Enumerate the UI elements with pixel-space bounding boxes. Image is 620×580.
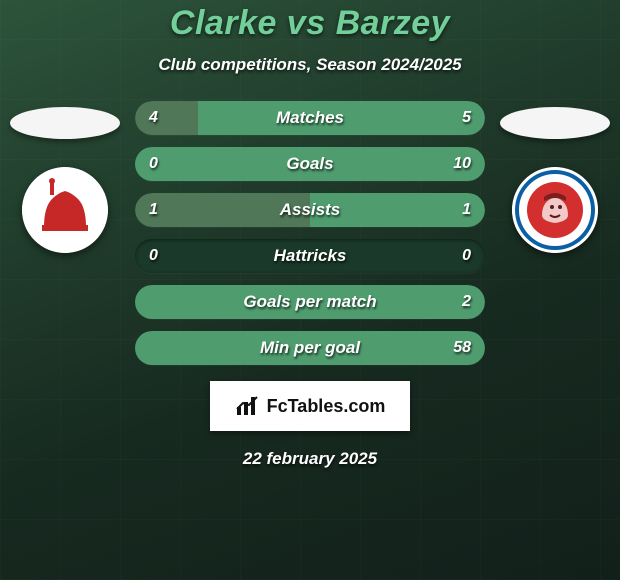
stat-value-right: 10	[453, 147, 471, 181]
brand-chart-icon	[235, 395, 261, 417]
stat-row: 58Min per goal	[135, 331, 485, 365]
stat-value-left: 4	[149, 101, 158, 135]
stat-fill-right	[135, 331, 485, 365]
page-subtitle: Club competitions, Season 2024/2025	[0, 55, 620, 75]
stat-row: 2Goals per match	[135, 285, 485, 319]
right-side	[495, 101, 615, 253]
page-title: Clarke vs Barzey	[0, 4, 620, 43]
stat-value-left: 1	[149, 193, 158, 227]
left-side	[5, 101, 125, 253]
stat-value-left: 0	[149, 239, 158, 273]
stat-row: 11Assists	[135, 193, 485, 227]
left-team-logo-icon	[22, 167, 108, 253]
stat-fill-right	[135, 147, 485, 181]
left-player-ellipse	[10, 107, 120, 139]
footer-date: 22 february 2025	[0, 449, 620, 469]
stat-fill-right	[310, 193, 485, 227]
right-player-ellipse	[500, 107, 610, 139]
stat-fill-right	[198, 101, 485, 135]
stat-value-right: 1	[462, 193, 471, 227]
stat-row: 010Goals	[135, 147, 485, 181]
right-team-logo-icon	[512, 167, 598, 253]
stat-fill-left	[135, 193, 310, 227]
compare-area: 45Matches010Goals11Assists00Hattricks2Go…	[0, 101, 620, 365]
right-team-badge	[512, 167, 598, 253]
brand-footer: FcTables.com	[210, 381, 410, 431]
left-team-badge	[22, 167, 108, 253]
stat-row: 0 0Hattricks	[135, 239, 485, 273]
comparison-panel: Clarke vs Barzey Club competitions, Seas…	[0, 0, 620, 469]
stat-value-right: 0	[462, 239, 471, 273]
stat-label: Hattricks	[135, 239, 485, 273]
stats-bars: 45Matches010Goals11Assists00Hattricks2Go…	[135, 101, 485, 365]
stat-value-right: 5	[462, 101, 471, 135]
brand-text: FcTables.com	[267, 396, 386, 417]
stat-value-right: 58	[453, 331, 471, 365]
stat-row: 45Matches	[135, 101, 485, 135]
stat-value-right: 2	[462, 285, 471, 319]
stat-fill-right	[135, 285, 485, 319]
stat-value-left: 0	[149, 147, 158, 181]
stat-fill-left	[135, 101, 198, 135]
